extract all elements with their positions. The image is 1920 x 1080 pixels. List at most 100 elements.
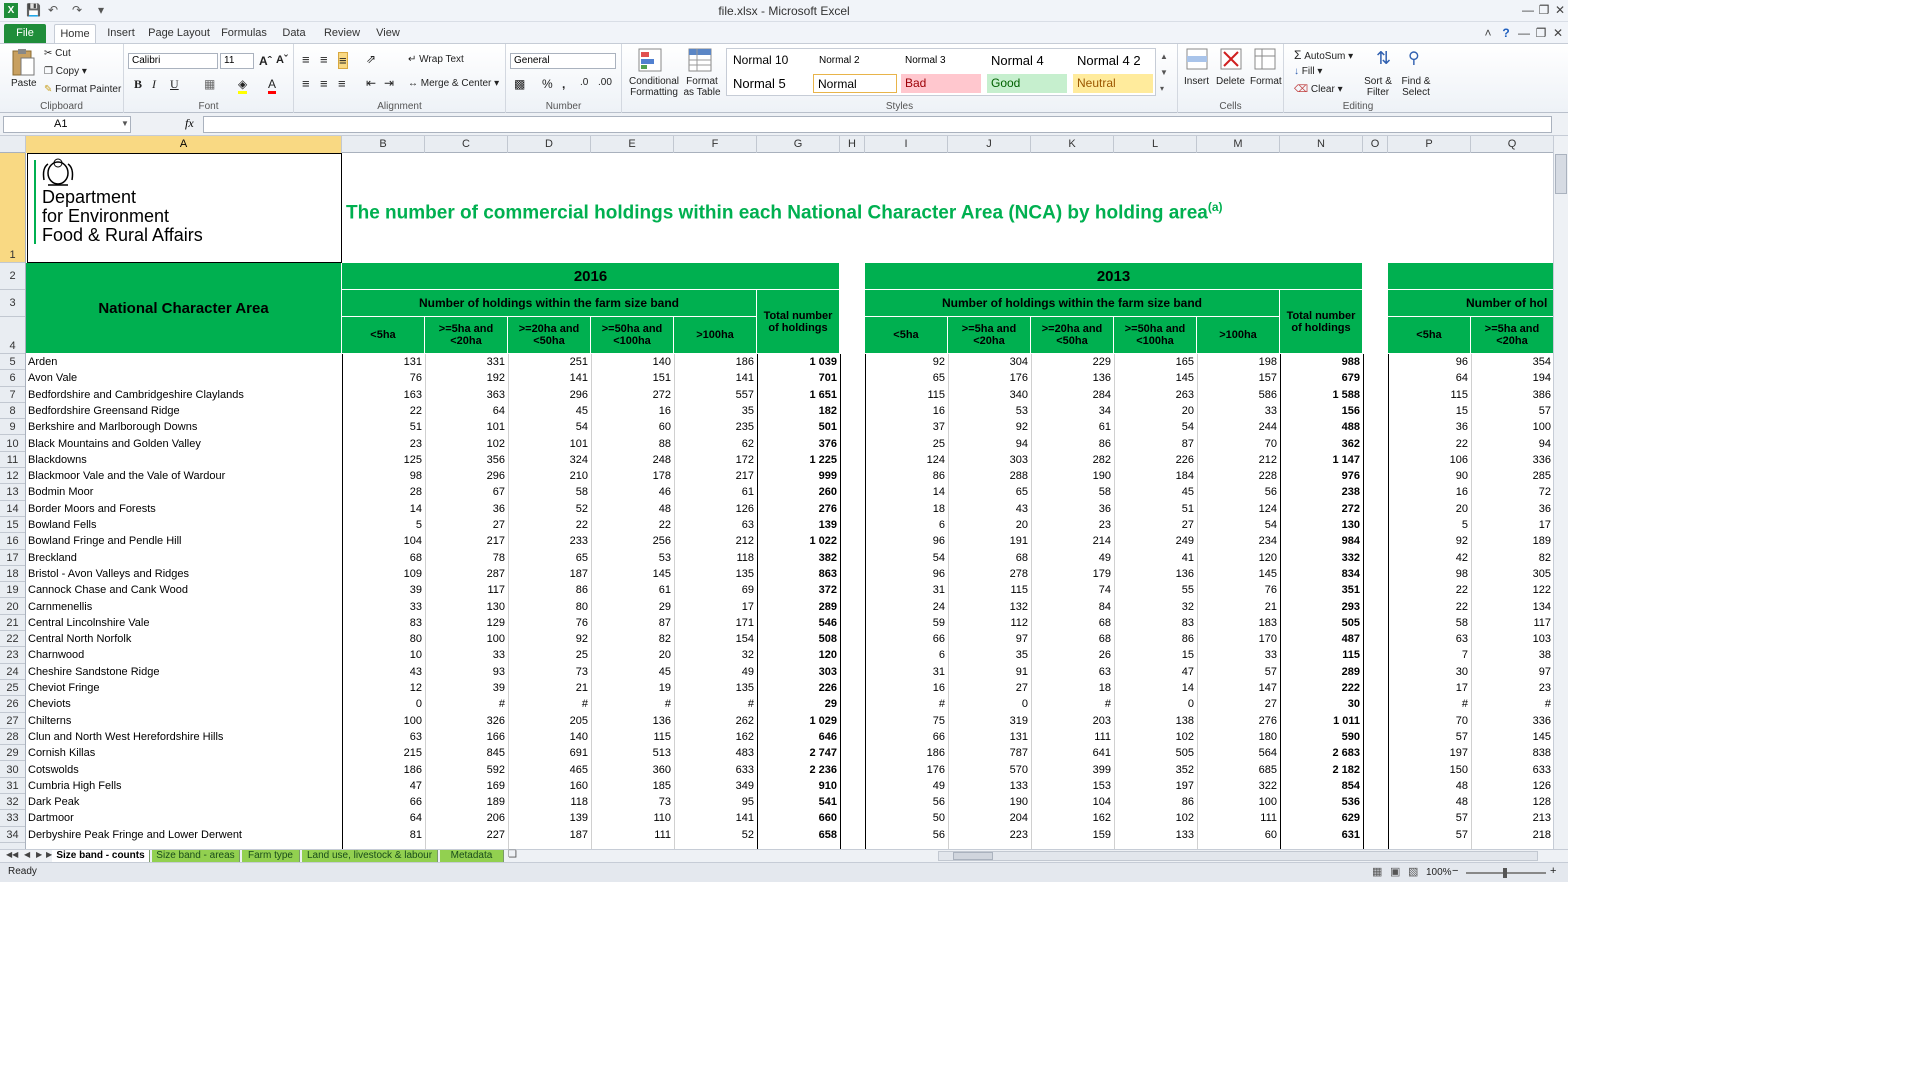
row-header[interactable]: 13 [0, 484, 25, 501]
row-header[interactable]: 17 [0, 550, 25, 566]
insert-sheet-icon[interactable]: ❏ [508, 849, 517, 860]
row-header[interactable]: 1 [0, 153, 25, 263]
column-header[interactable]: G [757, 136, 840, 153]
paste-button[interactable]: Paste [11, 78, 37, 89]
row-header[interactable]: 9 [0, 419, 25, 436]
row-header[interactable]: 10 [0, 436, 25, 452]
row-header[interactable]: 2 [0, 263, 25, 290]
style-good[interactable]: Good [987, 74, 1067, 93]
minimize-ribbon-icon[interactable]: ˄ [1484, 26, 1492, 40]
sort-filter-button[interactable]: Sort & Filter [1364, 76, 1392, 98]
zoom-in-icon[interactable]: + [1550, 865, 1557, 877]
column-header[interactable]: K [1031, 136, 1114, 153]
row-header[interactable]: 28 [0, 729, 25, 746]
minimize-icon[interactable]: — [1522, 3, 1534, 17]
styles-scroll-down-icon[interactable]: ▼ [1160, 68, 1168, 77]
merge-center-button[interactable]: ↔ Merge & Center ▾ [408, 78, 500, 89]
row-header[interactable]: 23 [0, 647, 25, 664]
column-header[interactable]: J [948, 136, 1031, 153]
style-normal[interactable]: Normal [813, 74, 897, 93]
percent-style-icon[interactable]: % [542, 77, 553, 91]
styles-more-icon[interactable]: ▾ [1160, 84, 1165, 93]
fill-button[interactable]: ↓ Fill ▾ [1294, 66, 1323, 77]
save-icon[interactable]: 💾 [26, 3, 41, 17]
row-header[interactable]: 3 [0, 290, 25, 317]
zoom-level[interactable]: 100% [1426, 867, 1452, 878]
style-normal-3[interactable]: Normal 3 [905, 55, 946, 66]
row-header[interactable]: 33 [0, 810, 25, 827]
insert-function-icon[interactable]: fx [185, 116, 194, 130]
style-normal-4[interactable]: Normal 4 [991, 53, 1044, 68]
normal-view-icon[interactable]: ▦ [1372, 866, 1383, 878]
find-select-button[interactable]: Find & Select [1401, 76, 1431, 98]
customize-quick-access-icon[interactable]: ▾ [97, 3, 105, 17]
page-break-view-icon[interactable]: ▧ [1408, 866, 1419, 878]
help-icon[interactable]: ? [1502, 26, 1510, 40]
row-header[interactable]: 26 [0, 696, 25, 713]
row-header[interactable]: 8 [0, 403, 25, 420]
tab-home[interactable]: Home [54, 24, 96, 43]
increase-decimal-icon[interactable]: .0 [580, 77, 589, 88]
insert-cells-button[interactable]: Insert [1184, 76, 1210, 87]
restore-icon[interactable]: ❐ [1538, 3, 1550, 17]
format-as-table-icon[interactable] [688, 48, 712, 74]
row-header[interactable]: 14 [0, 501, 25, 517]
row-header[interactable]: 15 [0, 517, 25, 534]
row-header[interactable]: 32 [0, 794, 25, 811]
column-header[interactable]: L [1114, 136, 1197, 153]
column-header[interactable]: C [425, 136, 508, 153]
sheet-tab[interactable]: Farm type [242, 850, 300, 862]
increase-indent-icon[interactable]: ⇥ [384, 76, 395, 90]
row-header[interactable]: 29 [0, 745, 25, 762]
row-header[interactable]: 31 [0, 778, 25, 795]
wrap-text-button[interactable]: ↵ Wrap Text [408, 54, 464, 65]
column-header[interactable]: D [508, 136, 591, 153]
style-normal-10[interactable]: Normal 10 [733, 53, 789, 67]
column-header[interactable]: N [1280, 136, 1363, 153]
style-bad[interactable]: Bad [901, 74, 981, 93]
name-box-dropdown-icon[interactable]: ▼ [121, 119, 129, 128]
align-center-icon[interactable]: ≡ [320, 76, 328, 91]
row-header[interactable]: 30 [0, 762, 25, 778]
align-left-icon[interactable]: ≡ [302, 76, 310, 91]
vertical-scrollbar[interactable] [1553, 136, 1568, 849]
workbook-minimize-icon[interactable]: — [1518, 26, 1530, 40]
bold-icon[interactable]: B [134, 77, 143, 91]
font-color-icon[interactable]: A [268, 77, 277, 94]
column-header[interactable]: E [591, 136, 674, 153]
decrease-decimal-icon[interactable]: .00 [598, 77, 612, 88]
column-header[interactable]: B [342, 136, 425, 153]
excel-app-icon[interactable]: X [4, 3, 18, 18]
decrease-indent-icon[interactable]: ⇤ [366, 76, 377, 90]
conditional-formatting-button[interactable]: Conditional Formatting [628, 76, 680, 98]
vertical-scroll-thumb[interactable] [1555, 154, 1567, 194]
sort-filter-icon[interactable]: ⇅ [1376, 48, 1392, 68]
insert-cells-icon[interactable] [1186, 48, 1208, 70]
clear-button[interactable]: ⌫ Clear ▾ [1294, 84, 1343, 95]
row-header[interactable]: 20 [0, 599, 25, 615]
prev-sheet-icon[interactable]: ◀ [24, 850, 31, 859]
format-as-table-button[interactable]: Format as Table [683, 76, 721, 98]
underline-icon[interactable]: U [170, 77, 179, 91]
redo-icon[interactable]: ↷ [71, 3, 83, 17]
tab-data[interactable]: Data [282, 27, 306, 39]
row-header[interactable]: 24 [0, 664, 25, 680]
tab-formulas[interactable]: Formulas [221, 27, 267, 39]
font-size-select[interactable]: 11 [220, 53, 254, 69]
tab-review[interactable]: Review [323, 27, 361, 39]
styles-scroll-up-icon[interactable]: ▲ [1160, 52, 1168, 61]
align-right-icon[interactable]: ≡ [338, 76, 346, 91]
style-normal-2[interactable]: Normal 2 [819, 55, 860, 66]
column-header[interactable]: F [674, 136, 757, 153]
next-sheet-icon[interactable]: ▶ [36, 850, 43, 859]
row-header[interactable]: 22 [0, 631, 25, 648]
row-header[interactable]: 7 [0, 387, 25, 403]
row-header[interactable]: 19 [0, 582, 25, 599]
row-header[interactable]: 21 [0, 615, 25, 632]
row-header[interactable]: 16 [0, 533, 25, 550]
row-header[interactable]: 34 [0, 827, 25, 843]
column-header[interactable]: O [1363, 136, 1388, 153]
page-layout-view-icon[interactable]: ▣ [1390, 866, 1401, 878]
paste-icon[interactable] [10, 48, 36, 78]
style-neutral[interactable]: Neutral [1073, 74, 1153, 93]
